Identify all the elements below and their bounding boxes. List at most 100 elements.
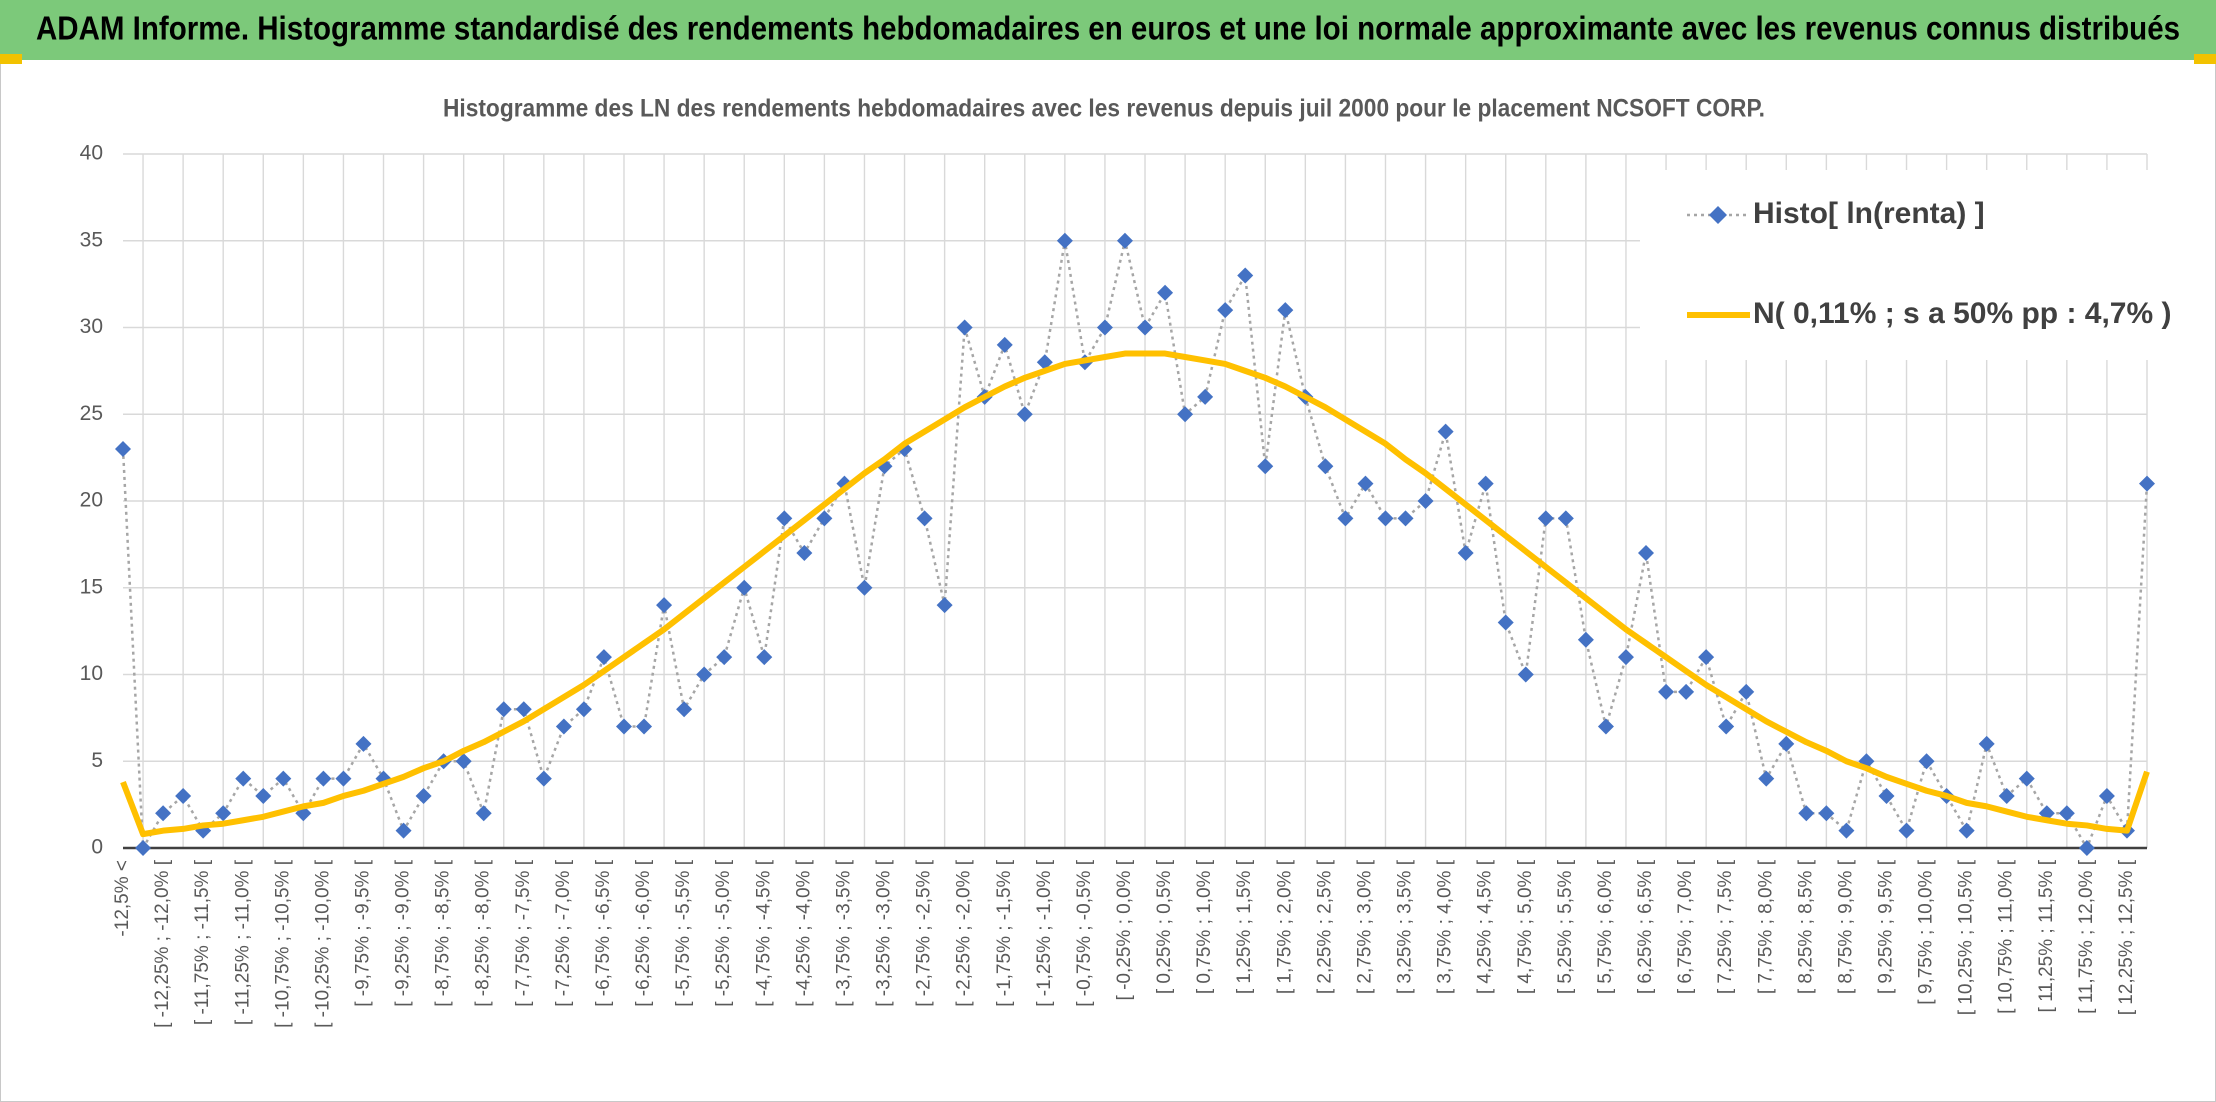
x-tick-label: [ 5,75% ; 6,0% [	[1595, 859, 1616, 994]
legend-box	[1640, 170, 2170, 360]
data-point	[2139, 475, 2155, 492]
data-point	[816, 510, 833, 527]
x-tick-label: [ 0,25% ; 0,5% [	[1154, 859, 1175, 994]
x-tick-label: [ -6,25% ; -6,0% [	[633, 859, 654, 1007]
x-tick-label: [ 2,25% ; 2,5% [	[1314, 859, 1335, 994]
data-point	[275, 770, 292, 787]
data-point	[1217, 302, 1234, 319]
y-tick-label: 5	[91, 749, 103, 772]
x-tick-label: [ -11,25% ; -11,0% [	[232, 859, 253, 1025]
x-tick-label: [ 11,25% ; 11,5% [	[2036, 859, 2057, 1012]
x-tick-label: [ -3,25% ; -3,0% [	[874, 859, 895, 1007]
title-banner	[0, 0, 2216, 60]
x-tick-label: [ 4,25% ; 4,5% [	[1475, 859, 1496, 994]
data-point	[135, 840, 152, 856]
series-line	[120, 350, 2150, 838]
data-point	[515, 701, 532, 718]
data-point	[455, 753, 472, 770]
data-point	[1377, 510, 1394, 527]
data-point	[1477, 475, 1494, 492]
data-point	[1016, 406, 1033, 423]
data-point	[1317, 458, 1334, 475]
data-point	[936, 597, 953, 614]
x-tick-label: [ 9,75% ; 10,0% [	[1916, 859, 1937, 1004]
data-point	[355, 735, 372, 752]
data-point	[1758, 770, 1775, 787]
data-point	[175, 787, 192, 804]
data-point	[1617, 649, 1634, 666]
data-point	[1397, 510, 1414, 527]
data-point	[736, 579, 753, 596]
x-tick-label: [ -5,75% ; -5,5% [	[673, 859, 694, 1007]
x-tick-label: -12,5% <	[112, 860, 133, 937]
data-point	[1116, 232, 1133, 249]
x-tick-label: [ 7,25% ; 7,5% [	[1715, 859, 1736, 994]
data-point	[115, 440, 131, 457]
data-point	[1698, 649, 1715, 666]
data-point	[1658, 683, 1675, 700]
x-tick-label: [ 6,75% ; 7,0% [	[1675, 859, 1696, 994]
data-point	[235, 770, 252, 787]
x-tick-label: [ -7,75% ; -7,5% [	[513, 859, 534, 1007]
data-point	[1036, 354, 1053, 371]
x-tick-label: [ 11,75% ; 12,0% [	[2076, 859, 2097, 1014]
data-point	[1537, 510, 1554, 527]
data-point	[696, 666, 713, 683]
data-point	[215, 805, 232, 822]
chart-subtitle: Histogramme des LN des rendements hebdom…	[443, 95, 1765, 123]
data-point	[1638, 545, 1655, 562]
data-point	[1898, 822, 1915, 839]
x-tick-label: [ 2,75% ; 3,0% [	[1354, 859, 1375, 994]
data-point	[2098, 787, 2115, 804]
data-point	[1798, 805, 1815, 822]
data-point	[1237, 267, 1254, 284]
data-point	[1417, 493, 1434, 509]
data-point	[1778, 735, 1795, 752]
x-tick-label: [ 1,75% ; 2,0% [	[1274, 859, 1295, 994]
x-tick-label: [ -5,25% ; -5,0% [	[713, 859, 734, 1007]
x-tick-label: [ -4,25% ; -4,0% [	[793, 859, 814, 1007]
data-point	[1137, 319, 1154, 336]
data-point	[1978, 735, 1995, 752]
data-point	[1257, 458, 1274, 475]
data-point	[535, 770, 552, 787]
data-point	[1056, 232, 1073, 249]
data-point	[1437, 423, 1454, 440]
data-point	[996, 336, 1013, 353]
x-tick-label: [ 10,25% ; 10,5% [	[1956, 859, 1977, 1015]
x-tick-label: [ -10,75% ; -10,5% [	[272, 859, 293, 1028]
x-tick-label: [ -1,25% ; -1,0% [	[1034, 859, 1055, 1007]
x-tick-label: [ -9,75% ; -9,5% [	[352, 859, 373, 1007]
legend: Histo[ ln(renta) ] N( 0,11% ; s a 50% pp …	[1640, 170, 2172, 360]
x-tick-label: [ 1,25% ; 1,5% [	[1234, 859, 1255, 994]
x-tick-label: [ -6,75% ; -6,5% [	[593, 859, 614, 1007]
y-tick-label: 15	[80, 575, 103, 598]
x-tick-label: [ 0,75% ; 1,0% [	[1194, 859, 1215, 994]
x-tick-label: [ -2,25% ; -2,0% [	[954, 859, 975, 1007]
plot	[115, 232, 2155, 856]
x-tick-label: [ -0,75% ; -0,5% [	[1074, 859, 1095, 1007]
x-tick-label: [ -10,25% ; -10,0% [	[312, 859, 333, 1028]
data-point	[1597, 718, 1614, 735]
x-tick-label: [ -0,25% ; 0,0% [	[1114, 859, 1135, 1000]
data-point	[1838, 822, 1855, 839]
x-tick-label: [ -12,25% ; -12,0% [	[152, 859, 173, 1028]
data-point	[956, 319, 973, 336]
x-tick-label: [ 5,25% ; 5,5% [	[1555, 859, 1576, 994]
x-tick-label: [ -1,75% ; -1,5% [	[994, 859, 1015, 1007]
x-tick-label: [ -8,25% ; -8,0% [	[473, 859, 494, 1007]
y-tick-label: 10	[80, 662, 103, 685]
data-point	[595, 649, 612, 666]
data-point	[1357, 475, 1374, 492]
data-point	[415, 787, 432, 804]
legend-label: N( 0,11% ; s a 50% pp : 4,7% )	[1753, 297, 2172, 330]
data-point	[1878, 787, 1895, 804]
data-point	[1678, 683, 1695, 700]
data-point	[1337, 510, 1354, 527]
data-point	[1457, 545, 1474, 562]
legend-marker	[1709, 206, 1727, 224]
data-point	[1096, 319, 1113, 336]
x-tick-label: [ -8,75% ; -8,5% [	[433, 859, 454, 1007]
banner-accent	[0, 54, 22, 64]
x-tick-label: [ -2,75% ; -2,5% [	[914, 859, 935, 1007]
